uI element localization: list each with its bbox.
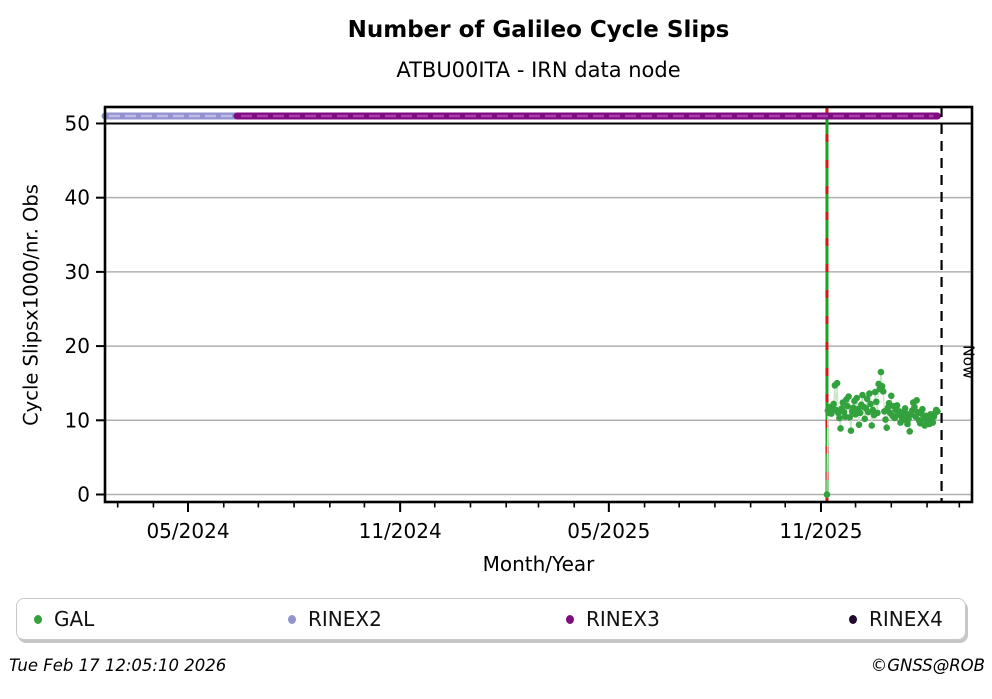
gal-point	[855, 421, 863, 429]
legend-label-gal: GAL	[54, 607, 95, 631]
rinex4-marker-icon	[849, 614, 857, 624]
gal-point	[844, 402, 851, 410]
gal-marker-icon	[34, 614, 42, 624]
gal-point	[866, 390, 873, 397]
gal-point	[868, 422, 875, 429]
gal-point	[830, 400, 837, 408]
gal-point	[904, 420, 911, 428]
x-tick-label: 11/2024	[359, 519, 442, 543]
gal-point	[913, 396, 920, 404]
gal-point	[883, 424, 890, 432]
gal-point	[919, 405, 926, 413]
gal-point	[845, 393, 852, 400]
gal-point	[846, 414, 854, 421]
gal-point	[893, 402, 901, 409]
now-label: Now	[960, 345, 978, 379]
legend-box: GAL RINEX2 RINEX3 RINEX4	[16, 598, 966, 640]
gal-point	[823, 491, 831, 498]
gal-point	[882, 416, 889, 423]
legend-item-rinex2: RINEX2	[288, 599, 382, 639]
y-tick-label: 20	[65, 334, 90, 358]
gal-point	[853, 394, 861, 402]
gal-point	[859, 391, 866, 399]
gal-point	[879, 388, 887, 395]
chart-title: Number of Galileo Cycle Slips	[347, 17, 730, 43]
gal-point	[929, 419, 937, 426]
rinex2-marker-icon	[288, 614, 296, 624]
y-tick-label: 30	[65, 260, 90, 284]
gal-point	[911, 403, 918, 411]
legend-item-gal: GAL	[34, 599, 94, 639]
gal-point	[836, 414, 843, 422]
gal-point	[856, 409, 864, 417]
x-axis-label: Month/Year	[482, 552, 595, 576]
gal-point	[863, 395, 871, 403]
legend-item-rinex3: RINEX3	[566, 599, 660, 639]
gal-point	[901, 405, 909, 412]
axes-frame	[103, 105, 974, 504]
legend-item-rinex4: RINEX4	[849, 599, 943, 639]
y-tick-label: 50	[65, 111, 90, 135]
gal-point	[837, 425, 844, 432]
plot-timestamp: Tue Feb 17 12:05:10 2026	[9, 656, 227, 675]
y-tick-label: 40	[65, 186, 90, 210]
gal-point	[878, 382, 886, 390]
legend-label-rinex4: RINEX4	[869, 607, 943, 631]
gal-point	[847, 427, 855, 434]
legend-label-rinex2: RINEX2	[308, 607, 382, 631]
gal-point	[934, 408, 941, 415]
x-tick-label: 11/2025	[779, 519, 862, 543]
gal-point	[861, 415, 869, 423]
rinex3-marker-icon	[566, 614, 574, 624]
chart-subtitle: ATBU00ITA - IRN data node	[396, 58, 681, 82]
legend-label-rinex3: RINEX3	[586, 607, 660, 631]
gal-point	[906, 428, 914, 435]
gal-point	[833, 379, 841, 387]
y-tick-label: 0	[77, 483, 90, 507]
gal-point	[873, 398, 880, 406]
gal-point	[867, 400, 874, 408]
y-tick-label: 10	[65, 408, 90, 432]
gal-point	[874, 409, 881, 417]
gal-point	[877, 368, 885, 376]
x-tick-label: 05/2025	[567, 519, 650, 543]
gal-point	[887, 392, 895, 400]
x-tick-label: 05/2024	[146, 519, 229, 543]
credit-text: ©GNSS@ROB	[870, 656, 985, 675]
gal-point	[834, 409, 842, 417]
